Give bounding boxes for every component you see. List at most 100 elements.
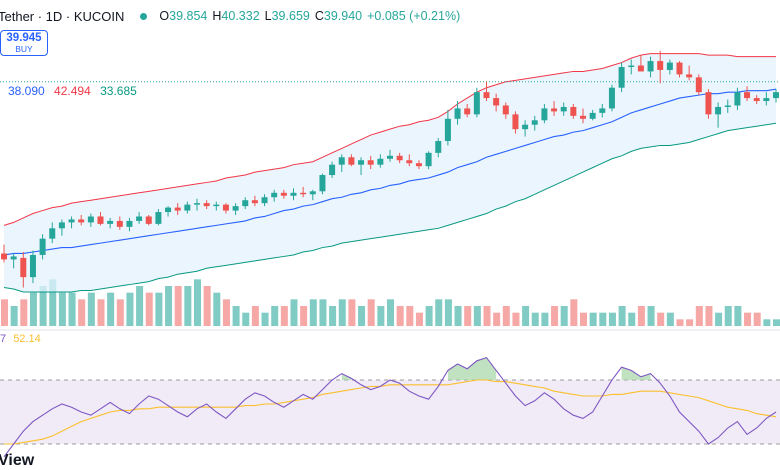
candle-body xyxy=(608,87,615,109)
candle-body xyxy=(329,164,336,176)
volume-bar xyxy=(107,292,115,326)
candle-body xyxy=(580,115,586,119)
volume-bar xyxy=(338,299,346,326)
volume-bar xyxy=(29,292,37,326)
volume-bar xyxy=(724,306,732,326)
open-key: O xyxy=(159,9,170,23)
candle-body xyxy=(464,108,471,115)
high-value: 40.332 xyxy=(221,9,260,23)
volume-bar xyxy=(261,312,269,326)
volume-bar xyxy=(483,306,491,326)
candle-body xyxy=(232,206,239,211)
candle-body xyxy=(338,157,345,165)
candle-body xyxy=(415,163,422,167)
candle-body xyxy=(68,219,75,223)
volume-bar xyxy=(715,312,723,326)
candle-body xyxy=(49,228,56,239)
volume-bar xyxy=(136,286,144,326)
candle-body xyxy=(512,114,519,130)
watermark-text: View xyxy=(0,452,35,469)
candle-body xyxy=(763,98,770,102)
volume-bar xyxy=(744,312,752,326)
volume-bar xyxy=(666,312,674,326)
candle-body xyxy=(589,112,596,119)
candle-body xyxy=(406,160,413,164)
volume-bar xyxy=(415,312,423,326)
candle-body xyxy=(309,191,316,195)
candle-body xyxy=(541,108,548,121)
bb-upper-value: 42.494 xyxy=(54,84,91,98)
bollinger-lower-line xyxy=(3,122,777,293)
volume-bar xyxy=(512,312,520,326)
rsi-value: 52.14 xyxy=(13,333,41,345)
volume-bar xyxy=(522,306,530,326)
candle-body xyxy=(271,192,278,198)
candle-body xyxy=(599,108,606,113)
volume-bar xyxy=(647,306,655,326)
volume-bar xyxy=(425,306,433,326)
candle-body xyxy=(319,175,326,192)
candle-body xyxy=(39,238,46,255)
candle-body xyxy=(20,257,27,278)
symbol-title[interactable]: Tether · 1D · KUCOIN xyxy=(0,8,125,24)
ohlc-readout: O 39.854 H 40.332 L 39.659 C 39.940 +0.085 (… xyxy=(159,9,465,23)
candle-body xyxy=(165,207,172,213)
candle-body xyxy=(348,157,355,165)
candle-body xyxy=(87,216,94,223)
volume-bar xyxy=(271,306,279,326)
market-status-dot-icon xyxy=(140,12,148,20)
volume-bar xyxy=(406,306,414,326)
volume-bar xyxy=(695,306,703,326)
candle-body xyxy=(705,92,712,115)
candle-body xyxy=(396,155,403,161)
candle-body xyxy=(570,106,577,116)
volume-bar xyxy=(78,299,86,326)
candle-body xyxy=(367,160,374,165)
buy-button[interactable]: 39.945 BUY xyxy=(0,30,48,56)
candle-body xyxy=(618,67,625,88)
rsi-prefix: 7 xyxy=(0,333,7,345)
volume-bar xyxy=(608,312,616,326)
volume-bar xyxy=(589,312,597,326)
candle-body xyxy=(358,160,365,165)
candle-body xyxy=(203,203,210,207)
candle-body xyxy=(502,105,509,115)
volume-bar xyxy=(329,306,337,326)
volume-bar xyxy=(10,306,18,326)
candle-body xyxy=(10,256,17,260)
volume-bar xyxy=(145,292,153,326)
volume-bar xyxy=(116,299,124,326)
volume-bar xyxy=(165,286,173,326)
candle-body xyxy=(242,200,249,207)
candle-body xyxy=(435,141,442,153)
volume-bar xyxy=(68,292,76,326)
volume-bar xyxy=(367,299,375,326)
candle-body xyxy=(657,61,664,70)
volume-bar xyxy=(637,306,645,326)
candle-body xyxy=(454,108,461,119)
volume-bar xyxy=(473,306,481,326)
volume-bar xyxy=(493,312,501,326)
candle-body xyxy=(174,207,181,211)
candle-body xyxy=(261,197,268,204)
close-value: 39.940 xyxy=(323,9,363,23)
candle-body xyxy=(78,219,85,223)
volume-bar xyxy=(309,299,317,326)
volume-bar xyxy=(174,286,182,326)
candle-body xyxy=(686,74,693,78)
volume-bar xyxy=(763,319,771,326)
volume-bar xyxy=(541,312,549,326)
volume-bar xyxy=(242,312,250,326)
rsi-overbought-fill xyxy=(447,357,497,380)
chart-header: Tether · 1D · KUCOIN O 39.854 H 40.332 L 39… xyxy=(0,6,465,26)
candle-body xyxy=(473,92,480,115)
rsi-legend: 7 52.14 xyxy=(0,333,41,345)
candle-body xyxy=(377,158,384,165)
volume-bar xyxy=(58,292,66,326)
bollinger-legend: 38.090 42.494 33.685 xyxy=(8,84,143,98)
volume-bar xyxy=(464,306,472,326)
volume-bar xyxy=(657,312,665,326)
candle-body xyxy=(647,61,654,72)
candle-body xyxy=(29,254,36,278)
